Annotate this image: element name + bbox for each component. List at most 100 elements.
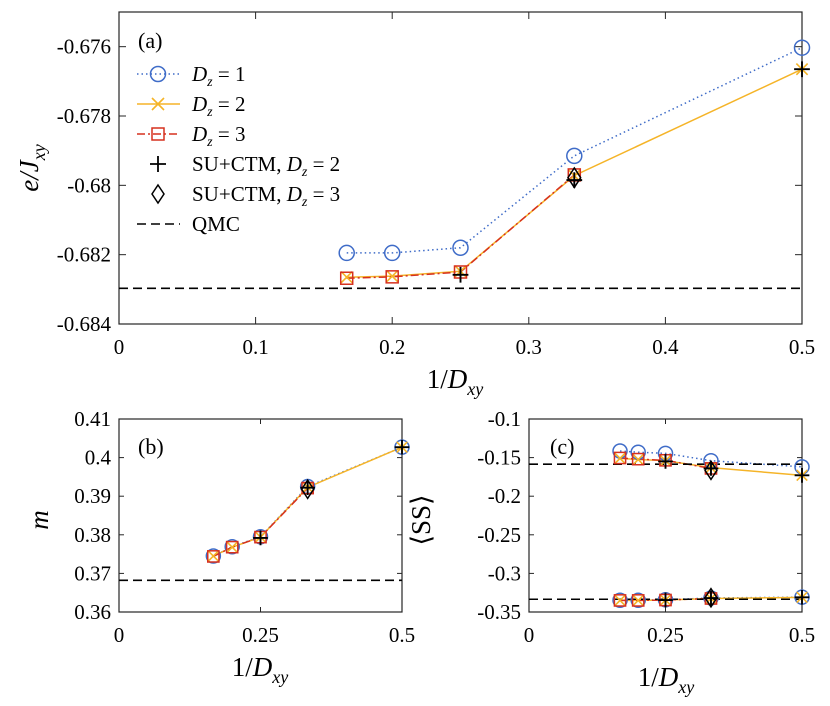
x-tick-label: 0.5 (389, 623, 415, 647)
marker-x (207, 550, 220, 562)
y-tick-label: -0.684 (57, 312, 112, 336)
panel-label-c: (c) (550, 434, 574, 459)
marker-diamond (567, 166, 582, 189)
marker-x (614, 452, 626, 465)
panel-label-b: (b) (138, 434, 164, 459)
marker-circle (452, 239, 469, 256)
x-tick-label: 0.25 (647, 623, 684, 647)
marker-square (339, 271, 354, 285)
y-tick-label: -0.15 (477, 446, 521, 470)
panel-b: 0 0.25 0.5 0.36 0.37 0.38 0.39 0.4 0.41 (b) m 1/… (24, 407, 415, 687)
legend-marker-diamond (151, 183, 165, 205)
marker-x (340, 271, 353, 284)
series-line-dotted-circle (213, 446, 403, 557)
panel-label-a: (a) (138, 28, 162, 53)
y-axis-label-a: e/Jxy (14, 144, 49, 191)
series-line-solid-x (213, 446, 403, 557)
marker-x (632, 594, 645, 607)
legend-label-su-ctm-dz2: SU+CTM, Dz = 2 (192, 152, 340, 180)
ticks-a: 0 0.1 0.2 0.3 0.4 0.5 -0.684 -0.682 -0.68 -0.678 -… (57, 12, 815, 359)
x-tick-label: 0 (114, 623, 125, 647)
legend-marker-dz1 (149, 65, 167, 83)
marker-circle (224, 539, 240, 555)
x-tick-label: 0.5 (789, 335, 815, 359)
marker-square (613, 594, 627, 607)
legend-marker-dz3 (151, 127, 165, 141)
marker-square (385, 270, 399, 284)
y-tick-label: -0.678 (57, 104, 111, 128)
legend-label-qmc: QMC (192, 212, 240, 236)
marker-plus (794, 61, 810, 78)
y-axis-label-b: m (24, 510, 54, 530)
x-axis-label-a: 1/Dxy (427, 364, 484, 399)
legend: Dz = 1 Dz = 2 Dz = 3 SU+CTM, Dz = 2 SU+C… (137, 62, 340, 236)
x-tick-label: 0.2 (379, 335, 405, 359)
marker-plus (658, 592, 673, 608)
marker-square (207, 550, 220, 563)
marker-plus (452, 266, 469, 283)
y-tick-label: -0.25 (477, 523, 521, 547)
ticks-b: 0 0.25 0.5 0.36 0.37 0.38 0.39 0.4 0.41 (74, 407, 415, 647)
legend-label-dz2: Dz = 2 (191, 92, 245, 120)
marker-circle (793, 39, 811, 56)
marker-circle (338, 244, 355, 262)
x-tick-label: 0.5 (789, 623, 815, 647)
x-tick-label: 0.1 (242, 335, 268, 359)
plot-frame-a (118, 11, 803, 325)
y-tick-label: 0.39 (74, 484, 111, 508)
y-tick-label: -0.682 (57, 243, 111, 267)
marker-plus (794, 589, 810, 605)
legend-label-dz3: Dz = 3 (191, 122, 245, 150)
marker-x (614, 594, 626, 607)
x-tick-label: 0.25 (242, 623, 279, 647)
panel-c: 0 0.25 0.5-0.35-0.3-0.25-0.2-0.15-0.1 (c) … (406, 407, 815, 697)
marker-circle (383, 244, 401, 262)
y-axis-label-c: ⟨SS⟩ (406, 494, 436, 545)
marks-a (119, 39, 811, 290)
marker-square (613, 451, 627, 465)
x-axis-label-b: 1/Dxy (232, 652, 289, 687)
x-tick-label: 0 (114, 335, 125, 359)
ticks-c: 0 0.25 0.5 -0.35 -0.3 -0.25 -0.2 -0.15 -0.1 (477, 407, 815, 647)
marker-x (386, 269, 399, 283)
y-tick-label: 0.36 (74, 600, 111, 624)
y-tick-label: -0.35 (477, 600, 521, 624)
legend-marker-plus (150, 156, 166, 172)
x-tick-label: 0 (524, 623, 535, 647)
marker-diamond (704, 587, 718, 609)
x-tick-label: 0.3 (516, 335, 542, 359)
marker-circle (205, 548, 222, 564)
y-tick-label: 0.4 (85, 446, 112, 470)
y-tick-label: -0.3 (488, 561, 521, 585)
marker-square (631, 594, 645, 607)
marker-x (226, 541, 239, 553)
series-line-dotted-circle (619, 450, 803, 468)
x-axis-label-c: 1/Dxy (638, 662, 695, 697)
marker-circle (630, 592, 646, 609)
y-tick-label: 0.37 (74, 561, 111, 585)
marker-plus (794, 468, 810, 483)
series-line-dashdot-square (346, 174, 575, 279)
y-tick-label: -0.68 (67, 173, 111, 197)
marker-diamond (300, 478, 315, 500)
legend-marker-dz2 (151, 97, 165, 111)
marker-plus (253, 530, 268, 546)
y-tick-label: -0.1 (488, 407, 521, 431)
y-tick-label: 0.38 (74, 523, 111, 547)
marker-x (632, 453, 645, 466)
y-tick-label: -0.676 (57, 35, 111, 59)
marker-plus (394, 439, 410, 455)
series-line-dotted-circle (346, 47, 803, 254)
legend-label-su-ctm-dz3: SU+CTM, Dz = 3 (192, 182, 340, 210)
marks-b (119, 439, 410, 582)
marker-diamond (704, 459, 718, 481)
marker-plus (658, 454, 673, 469)
marker-circle (612, 592, 628, 609)
y-tick-label: 0.41 (74, 407, 111, 431)
marker-square (225, 540, 239, 554)
marks-c (529, 443, 810, 609)
panel-a: 0 0.1 0.2 0.3 0.4 0.5 -0.684 -0.682 -0.68 -0.678 -… (14, 11, 815, 399)
marker-square (631, 452, 645, 466)
x-tick-label: 0.4 (652, 335, 679, 359)
